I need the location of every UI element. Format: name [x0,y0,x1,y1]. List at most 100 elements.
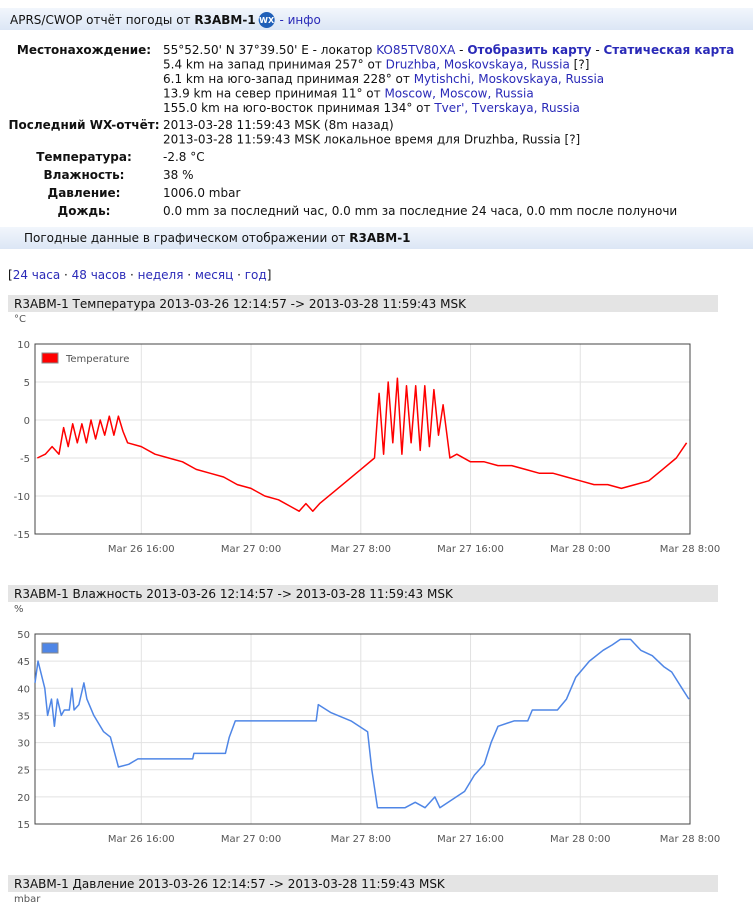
x-tick-label: Mar 27 8:00 [331,544,391,555]
period-link[interactable]: 48 часов [72,268,127,282]
bracket: [ [8,268,13,282]
text-part: 55°52.50' N 37°39.50' E - локатор [163,43,376,57]
info-label: Давление: [48,186,121,200]
info-line: 155.0 km на юго-восток принимая 134° от … [163,101,580,115]
text-part: [?] [570,58,590,72]
bracket: ] [267,268,272,282]
link[interactable]: Moscow, Moscow, Russia [384,87,533,101]
x-tick-label: Mar 27 0:00 [221,544,281,555]
data-line [36,377,688,512]
section-title: Погодные данные в графическом отображени… [24,231,411,245]
callsign: R3ABM-1 [194,13,255,27]
x-tick-label: Mar 26 16:00 [108,544,175,555]
y-tick-label: 50 [17,630,30,641]
legend-label: Temperature [65,354,129,365]
info-link[interactable]: - инфо [276,13,321,27]
y-tick-label: 0 [24,416,30,427]
info-label: Последний WX-отчёт: [8,118,159,132]
info-label: Дождь: [58,204,111,218]
info-label: Влажность: [44,168,125,182]
text-part: 6.1 km на юго-запад принимая 228° от [163,72,414,86]
text-part: 0.0 mm за последний час, 0.0 mm за после… [163,204,677,218]
separator: · [126,268,137,282]
text-part: 2013-03-28 11:59:43 MSK (8m назад) [163,118,394,132]
info-label: Температура: [36,150,132,164]
text-part: 13.9 km на север принимая 11° от [163,87,384,101]
text-part: 38 % [163,168,194,182]
x-tick-label: Mar 28 8:00 [660,544,720,555]
chart-title: R3ABM-1 Влажность 2013-03-26 12:14:57 ->… [14,587,454,601]
x-tick-label: Mar 28 8:00 [660,834,720,845]
text-part: 5.4 km на запад принимая 257° от [163,58,386,72]
info-line: 6.1 km на юго-запад принимая 228° от Myt… [163,72,604,86]
info-line: -2.8 °C [163,150,205,164]
link[interactable]: KO85TV80XA [376,43,456,57]
text-part: - [455,43,467,57]
period-link[interactable]: 24 часа [13,268,60,282]
info-line: 0.0 mm за последний час, 0.0 mm за после… [163,204,677,218]
text-part: 2013-03-28 11:59:43 MSK локальное время … [163,133,580,147]
text-part: R3ABM-1 [349,231,410,245]
link[interactable]: Druzhba, Moskovskaya, Russia [386,58,570,72]
x-tick-label: Mar 27 16:00 [437,834,504,845]
x-tick-label: Mar 26 16:00 [108,834,175,845]
y-tick-label: 5 [24,378,30,389]
chart-title: R3ABM-1 Давление 2013-03-26 12:14:57 -> … [14,877,446,891]
separator: · [183,268,194,282]
info-line: 55°52.50' N 37°39.50' E - локатор KO85TV… [163,43,734,57]
wx-badge[interactable] [258,12,275,28]
period-link[interactable]: неделя [138,268,184,282]
data-line [34,638,690,809]
info-line: 1006.0 mbar [163,186,240,200]
y-unit: mbar [14,894,41,903]
y-tick-label: -10 [14,492,30,503]
legend-swatch [41,642,59,654]
chart-title: R3ABM-1 Температура 2013-03-26 12:14:57 … [14,297,467,311]
info-line: 2013-03-28 11:59:43 MSK локальное время … [163,133,580,147]
header-bar [0,8,753,30]
chart-header [8,295,718,312]
text-part: Погодные данные в графическом отображени… [24,231,349,245]
text-part: - [592,43,604,57]
link[interactable]: Tver', Tverskaya, Russia [433,101,579,115]
link[interactable]: Mytishchi, Moskovskaya, Russia [414,72,604,86]
y-tick-label: -15 [14,530,30,541]
link[interactable]: Отобразить карту [467,43,591,57]
info-line: 5.4 km на запад принимая 257° от Druzhba… [163,58,589,72]
info-line: 13.9 km на север принимая 11° от Moscow,… [163,87,534,101]
header-title: APRS/CWOP отчёт погоды от R3ABM-1 [10,13,256,27]
legend-swatch [41,352,59,364]
link[interactable]: Статическая карта [603,43,734,57]
text-part: APRS/CWOP отчёт погоды от [10,13,194,27]
separator: · [60,268,71,282]
y-tick-label: 25 [17,766,30,777]
y-unit: °C [14,314,26,325]
y-tick-label: 35 [17,711,30,722]
info-label: Местонахождение: [17,43,151,57]
period-link[interactable]: год [245,268,267,282]
wx-badge-text: WX [259,16,275,25]
y-tick-label: 10 [17,340,30,351]
period-link[interactable]: месяц [195,268,233,282]
y-tick-label: 30 [17,739,30,750]
y-tick-label: 15 [17,820,30,831]
y-tick-label: -5 [20,454,30,465]
x-tick-label: Mar 27 16:00 [437,544,504,555]
section-bar [0,227,753,249]
text-part: 1006.0 mbar [163,186,240,200]
info-line: 2013-03-28 11:59:43 MSK (8m назад) [163,118,394,132]
x-tick-label: Mar 28 0:00 [550,834,610,845]
y-unit: % [14,604,24,615]
y-tick-label: 20 [17,793,30,804]
separator: · [233,268,244,282]
info-line: 38 % [163,168,194,182]
chart-header [8,585,718,602]
text-part: -2.8 °C [163,150,205,164]
plot-area [35,344,690,534]
plot-border [34,343,691,535]
x-tick-label: Mar 27 0:00 [221,834,281,845]
y-tick-label: 45 [17,657,30,668]
chart-header [8,875,718,892]
